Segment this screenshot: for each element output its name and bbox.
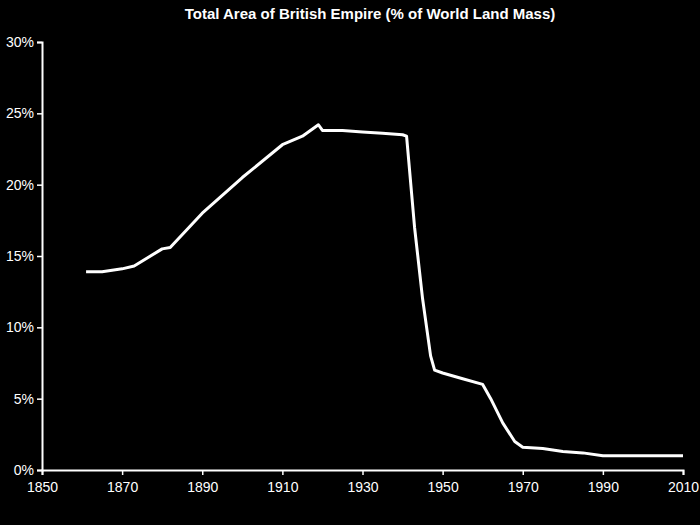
x-tick-label: 1970 [508,479,539,495]
x-tick: 1970 [508,470,539,495]
background [0,0,700,525]
y-tick-mark [37,42,42,44]
x-tick-label: 1870 [107,479,138,495]
x-tick-label: 1890 [187,479,218,495]
x-tick-mark [523,470,525,475]
x-tick-mark [122,470,124,475]
x-tick: 1990 [588,470,619,495]
y-tick: 0% [14,462,42,478]
x-tick-label: 1990 [588,479,619,495]
data-line [86,125,683,456]
y-axis: 0% 5% 10% 15% 20% 25% 30% [6,34,43,478]
y-tick: 10% [6,319,42,335]
x-tick-mark [683,470,685,475]
y-tick: 25% [6,105,42,121]
y-tick: 15% [6,248,42,264]
x-tick-mark [202,470,204,475]
x-tick-label: 1950 [428,479,459,495]
title: Total Area of British Empire (% of World… [185,5,556,22]
x-tick: 1950 [428,470,459,495]
x-tick: 1870 [107,470,138,495]
x-tick: 1890 [187,470,218,495]
y-tick-label: 15% [6,248,34,264]
x-tick-mark [282,470,284,475]
x-tick: 1930 [347,470,378,495]
x-tick-label: 1850 [27,479,58,495]
y-tick-mark [37,113,42,115]
x-tick-mark [603,470,605,475]
x-axis: 1850 1870 1890 1910 1930 1950 1970 1990 2010 [27,470,699,495]
y-tick-mark [37,184,42,186]
series [86,125,683,456]
x-tick-mark [362,470,364,475]
x-tick: 2010 [668,470,699,495]
x-tick-mark [442,470,444,475]
y-tick-mark [37,256,42,258]
x-tick-label: 2010 [668,479,699,495]
y-tick-label: 10% [6,319,34,335]
y-tick-label: 25% [6,105,34,121]
x-axis-line [43,471,684,476]
y-tick-label: 20% [6,177,34,193]
y-axis-line [37,43,43,471]
y-tick-label: 0% [14,462,34,478]
y-tick-label: 30% [6,34,34,50]
chart: 1850 1870 1890 1910 1930 1950 1970 1990 2010 0% 5%… [0,0,700,525]
y-tick-mark [37,327,42,329]
y-tick: 5% [14,391,42,407]
y-tick: 30% [6,34,42,50]
x-tick-label: 1910 [267,479,298,495]
y-tick: 20% [6,177,42,193]
y-tick-mark [37,470,42,472]
x-tick: 1910 [267,470,298,495]
y-tick-label: 5% [14,391,34,407]
y-tick-mark [37,398,42,400]
x-tick-label: 1930 [347,479,378,495]
plot: 1850 1870 1890 1910 1930 1950 1970 1990 2010 0% 5%… [6,34,699,495]
